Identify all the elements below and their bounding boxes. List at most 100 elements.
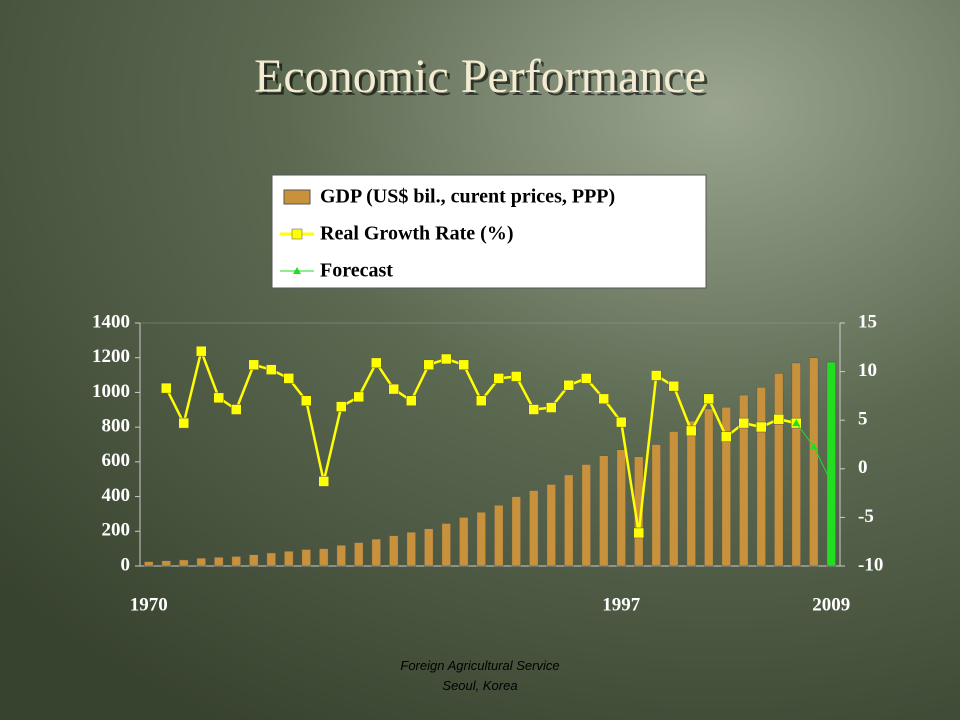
y-tick-label: 800 bbox=[102, 416, 131, 437]
line-marker bbox=[161, 382, 172, 394]
line-marker bbox=[827, 478, 836, 486]
line-marker bbox=[318, 476, 329, 487]
bar bbox=[721, 406, 731, 567]
bar bbox=[669, 431, 679, 567]
line-marker bbox=[266, 364, 277, 375]
y-tick-label: 400 bbox=[102, 485, 131, 506]
bar bbox=[301, 549, 311, 567]
bar bbox=[179, 559, 189, 567]
y-tick-label: 1000 bbox=[92, 381, 130, 402]
line-marker bbox=[528, 404, 539, 415]
bar bbox=[494, 505, 504, 567]
line-marker bbox=[441, 353, 452, 365]
bar bbox=[231, 556, 241, 567]
line-marker bbox=[493, 373, 504, 384]
bar bbox=[459, 517, 469, 567]
bar bbox=[756, 386, 766, 567]
bar bbox=[196, 557, 206, 567]
line-marker bbox=[756, 421, 767, 433]
legend-label: Forecast bbox=[320, 260, 393, 282]
y-tick-label: 200 bbox=[102, 520, 131, 541]
bar bbox=[564, 474, 574, 567]
legend-label: GDP (US$ bil., curent prices, PPP) bbox=[320, 186, 615, 208]
bar bbox=[651, 444, 661, 567]
line-marker bbox=[773, 413, 784, 425]
bar bbox=[354, 542, 364, 567]
bar bbox=[319, 548, 329, 567]
bar bbox=[791, 362, 801, 567]
line-marker bbox=[283, 373, 294, 384]
bar bbox=[249, 554, 259, 567]
bar bbox=[144, 561, 154, 567]
bar bbox=[546, 484, 556, 567]
y2-tick-label: -10 bbox=[858, 554, 883, 575]
title-shadow: Economic Performance bbox=[257, 53, 709, 106]
line-marker bbox=[738, 417, 749, 429]
y-tick-label: 0 bbox=[121, 554, 131, 575]
line-marker bbox=[178, 417, 189, 429]
bar bbox=[214, 557, 224, 567]
x-tick-label: 2009 bbox=[812, 594, 850, 615]
bar bbox=[336, 544, 346, 567]
bar bbox=[389, 535, 399, 567]
bar bbox=[476, 511, 486, 567]
bar bbox=[599, 455, 609, 567]
legend-swatch bbox=[293, 267, 301, 274]
legend bbox=[271, 174, 707, 289]
y2-tick-label: -5 bbox=[858, 506, 874, 527]
line-marker bbox=[703, 393, 714, 405]
bar bbox=[161, 560, 171, 567]
y2-tick-label: 10 bbox=[858, 360, 877, 381]
x-tick-label: 1970 bbox=[130, 594, 168, 615]
y-tick-label: 1200 bbox=[92, 346, 130, 367]
line-marker bbox=[598, 393, 609, 405]
line-marker bbox=[686, 425, 697, 437]
y-tick-label: 600 bbox=[102, 450, 131, 471]
line-marker bbox=[371, 357, 382, 369]
y2-tick-label: 15 bbox=[858, 311, 877, 332]
bar bbox=[529, 490, 539, 567]
bar bbox=[616, 449, 626, 567]
bar bbox=[441, 523, 451, 567]
bar bbox=[266, 552, 276, 567]
line-marker bbox=[721, 431, 732, 442]
legend-swatch bbox=[283, 189, 311, 205]
legend-label: Real Growth Rate (%) bbox=[320, 223, 513, 245]
line-marker bbox=[792, 419, 801, 427]
line-marker bbox=[231, 404, 242, 415]
bar bbox=[739, 394, 749, 567]
bar bbox=[424, 528, 434, 567]
bar bbox=[406, 531, 416, 567]
bar bbox=[371, 538, 381, 567]
line-marker bbox=[196, 345, 207, 357]
bar bbox=[284, 550, 294, 567]
line-marker bbox=[353, 391, 364, 403]
line-marker bbox=[301, 395, 312, 407]
bar bbox=[686, 420, 696, 567]
bar bbox=[774, 373, 784, 567]
y2-tick-label: 5 bbox=[858, 409, 868, 430]
bar bbox=[704, 408, 714, 567]
line-marker bbox=[406, 395, 417, 407]
line-marker bbox=[458, 359, 469, 371]
line-marker bbox=[616, 416, 627, 428]
line-marker bbox=[476, 395, 487, 407]
line-marker bbox=[546, 402, 557, 413]
bar bbox=[826, 361, 836, 567]
line-marker bbox=[336, 401, 347, 412]
line-marker bbox=[563, 379, 574, 391]
line-marker bbox=[213, 392, 224, 404]
x-tick-label: 1997 bbox=[602, 594, 641, 615]
chart-title: Economic Performance bbox=[254, 50, 706, 103]
line-marker bbox=[581, 373, 592, 384]
line-marker bbox=[633, 527, 644, 539]
line-marker bbox=[423, 359, 434, 371]
y-tick-label: 1400 bbox=[92, 311, 130, 332]
footer: Seoul, Korea bbox=[442, 678, 517, 693]
footer: Foreign Agricultural Service bbox=[400, 658, 559, 673]
bar bbox=[511, 496, 521, 567]
bar bbox=[809, 357, 819, 567]
line-marker bbox=[388, 383, 399, 395]
